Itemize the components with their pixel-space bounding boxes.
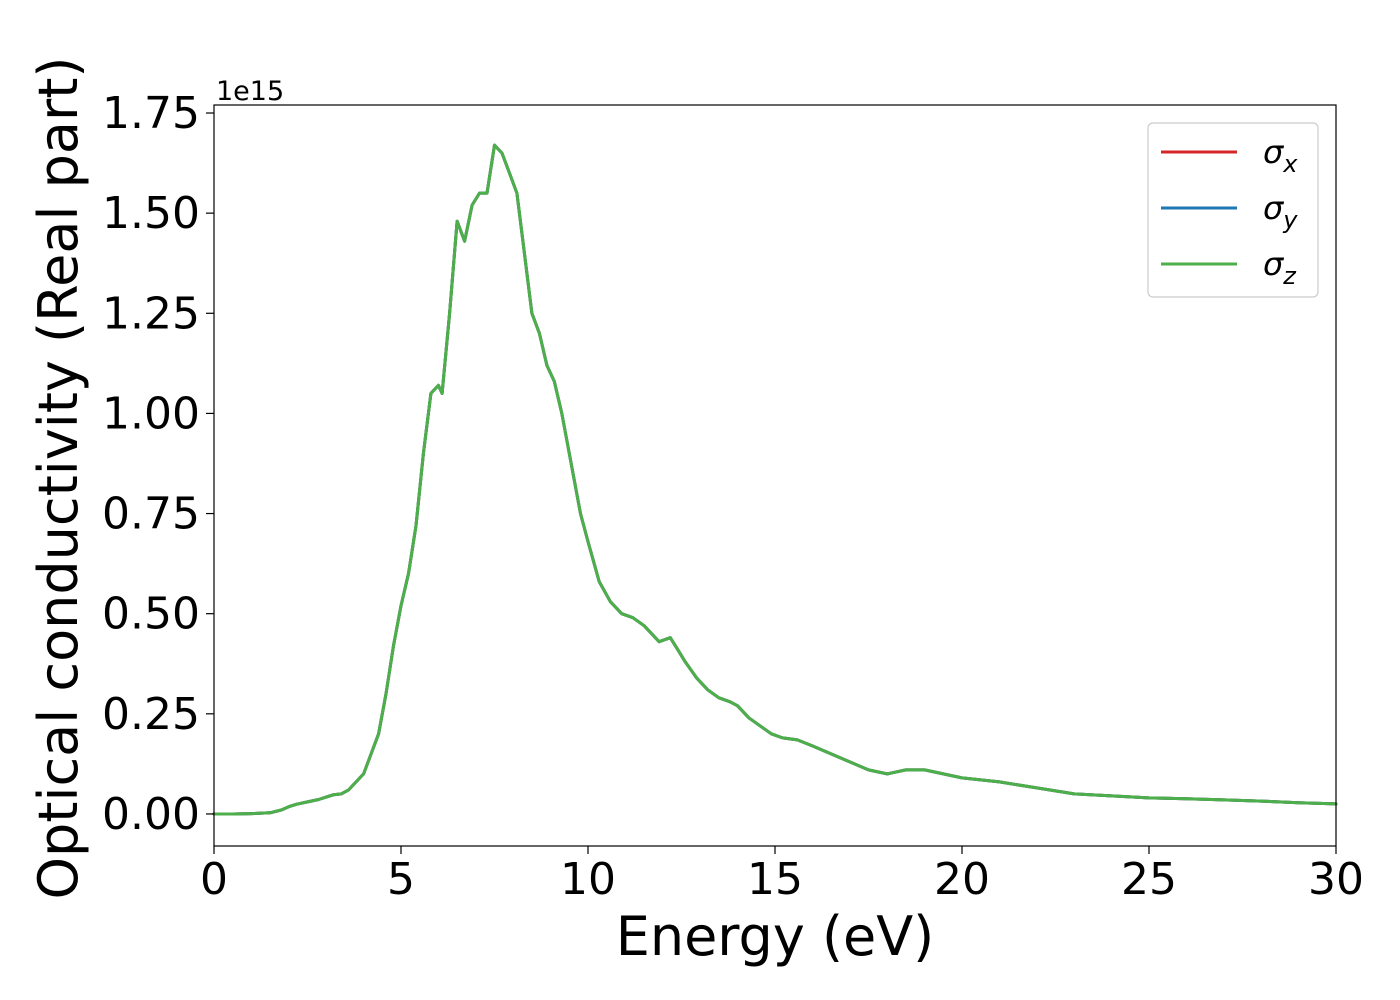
y-tick-label: 1.50 bbox=[102, 188, 200, 239]
y-tick-label: 0.25 bbox=[102, 689, 200, 740]
x-axis-ticks: 0 5 10 15 20 25 30 bbox=[200, 846, 1364, 905]
y-offset-label: 1e15 bbox=[216, 76, 284, 107]
x-tick-label: 10 bbox=[560, 854, 616, 905]
y-tick-label: 0.50 bbox=[102, 589, 200, 640]
x-tick-label: 15 bbox=[747, 854, 803, 905]
y-tick-label: 1.00 bbox=[102, 388, 200, 439]
y-tick-label: 0.00 bbox=[102, 789, 200, 840]
series-line-z bbox=[212, 143, 1338, 816]
x-tick-label: 0 bbox=[200, 854, 228, 905]
y-tick-label: 0.75 bbox=[102, 489, 200, 540]
y-axis-ticks: 0.00 0.25 0.50 0.75 1.00 1.25 1.50 1.75 bbox=[102, 88, 214, 840]
legend-frame bbox=[1147, 122, 1319, 298]
y-axis-label: Optical conductivity (Real part) bbox=[27, 57, 90, 900]
y-tick-label: 1.25 bbox=[102, 288, 200, 339]
x-tick-label: 5 bbox=[387, 854, 415, 905]
x-tick-label: 30 bbox=[1308, 854, 1364, 905]
y-tick-label: 1.75 bbox=[102, 88, 200, 139]
x-tick-label: 25 bbox=[1121, 854, 1177, 905]
x-tick-label: 20 bbox=[934, 854, 990, 905]
x-axis-label: Energy (eV) bbox=[616, 905, 935, 968]
series-layer bbox=[212, 143, 1338, 816]
